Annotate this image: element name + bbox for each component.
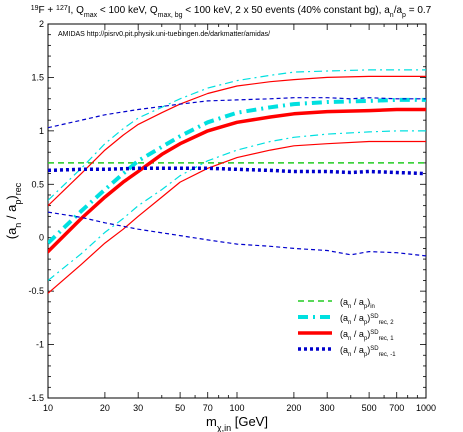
series-line-8 bbox=[48, 97, 426, 129]
x-tick-label: 20 bbox=[100, 403, 110, 413]
chart-title: 19F + 127I, Qmax < 100 keV, Qmax, bg < 1… bbox=[31, 5, 432, 19]
legend-label: (an / ap)in bbox=[340, 297, 375, 310]
series-line-7 bbox=[48, 166, 426, 176]
axis-ticks bbox=[47, 23, 427, 399]
tick-labels: 10 20 30 50 70 100 200 300 500 700 1000-1.5-1-0.50… bbox=[28, 19, 436, 413]
legend-label: (an / ap)SDrec, 2 bbox=[340, 313, 394, 326]
legend: (an / ap)in (an / ap)SDrec, 2 (an / ap)SDr… bbox=[298, 297, 396, 358]
y-tick-label: 0 bbox=[39, 233, 44, 243]
x-tick-label: 100 bbox=[229, 403, 244, 413]
series-line-5 bbox=[48, 75, 426, 207]
x-tick-label: 500 bbox=[362, 403, 377, 413]
x-tick-label: 10 bbox=[43, 403, 53, 413]
series-line-4 bbox=[48, 107, 426, 254]
series-line-2 bbox=[48, 69, 426, 201]
y-tick-label: 2 bbox=[39, 19, 44, 29]
legend-label: (an / ap)SDrec, -1 bbox=[340, 345, 396, 358]
series-layer bbox=[48, 69, 426, 294]
x-tick-label: 30 bbox=[133, 403, 143, 413]
y-tick-label: 1.5 bbox=[31, 72, 44, 82]
x-tick-label: 50 bbox=[175, 403, 185, 413]
x-tick-label: 70 bbox=[203, 403, 213, 413]
x-tick-label: 200 bbox=[286, 403, 301, 413]
x-tick-label: 300 bbox=[320, 403, 335, 413]
series-line-3 bbox=[48, 130, 426, 281]
series-line-1 bbox=[48, 97, 426, 245]
legend-label: (an / ap)SDrec, 1 bbox=[340, 329, 394, 342]
x-axis-label: mχ,in [GeV] bbox=[206, 414, 268, 432]
series-line-6 bbox=[48, 140, 426, 294]
y-tick-label: 1 bbox=[39, 126, 44, 136]
y-tick-label: -0.5 bbox=[28, 286, 44, 296]
chart-annotation: AMIDAS http://pisrv0.pit.physik.uni-tueb… bbox=[58, 31, 270, 38]
series-line-9 bbox=[48, 211, 426, 257]
x-tick-label: 700 bbox=[389, 403, 404, 413]
x-tick-label: 1000 bbox=[416, 403, 436, 413]
y-tick-label: -1 bbox=[36, 340, 44, 350]
y-tick-label: -1.5 bbox=[28, 393, 44, 403]
y-axis-label: (an / ap)rec bbox=[4, 182, 23, 239]
y-tick-label: 0.5 bbox=[31, 179, 44, 189]
